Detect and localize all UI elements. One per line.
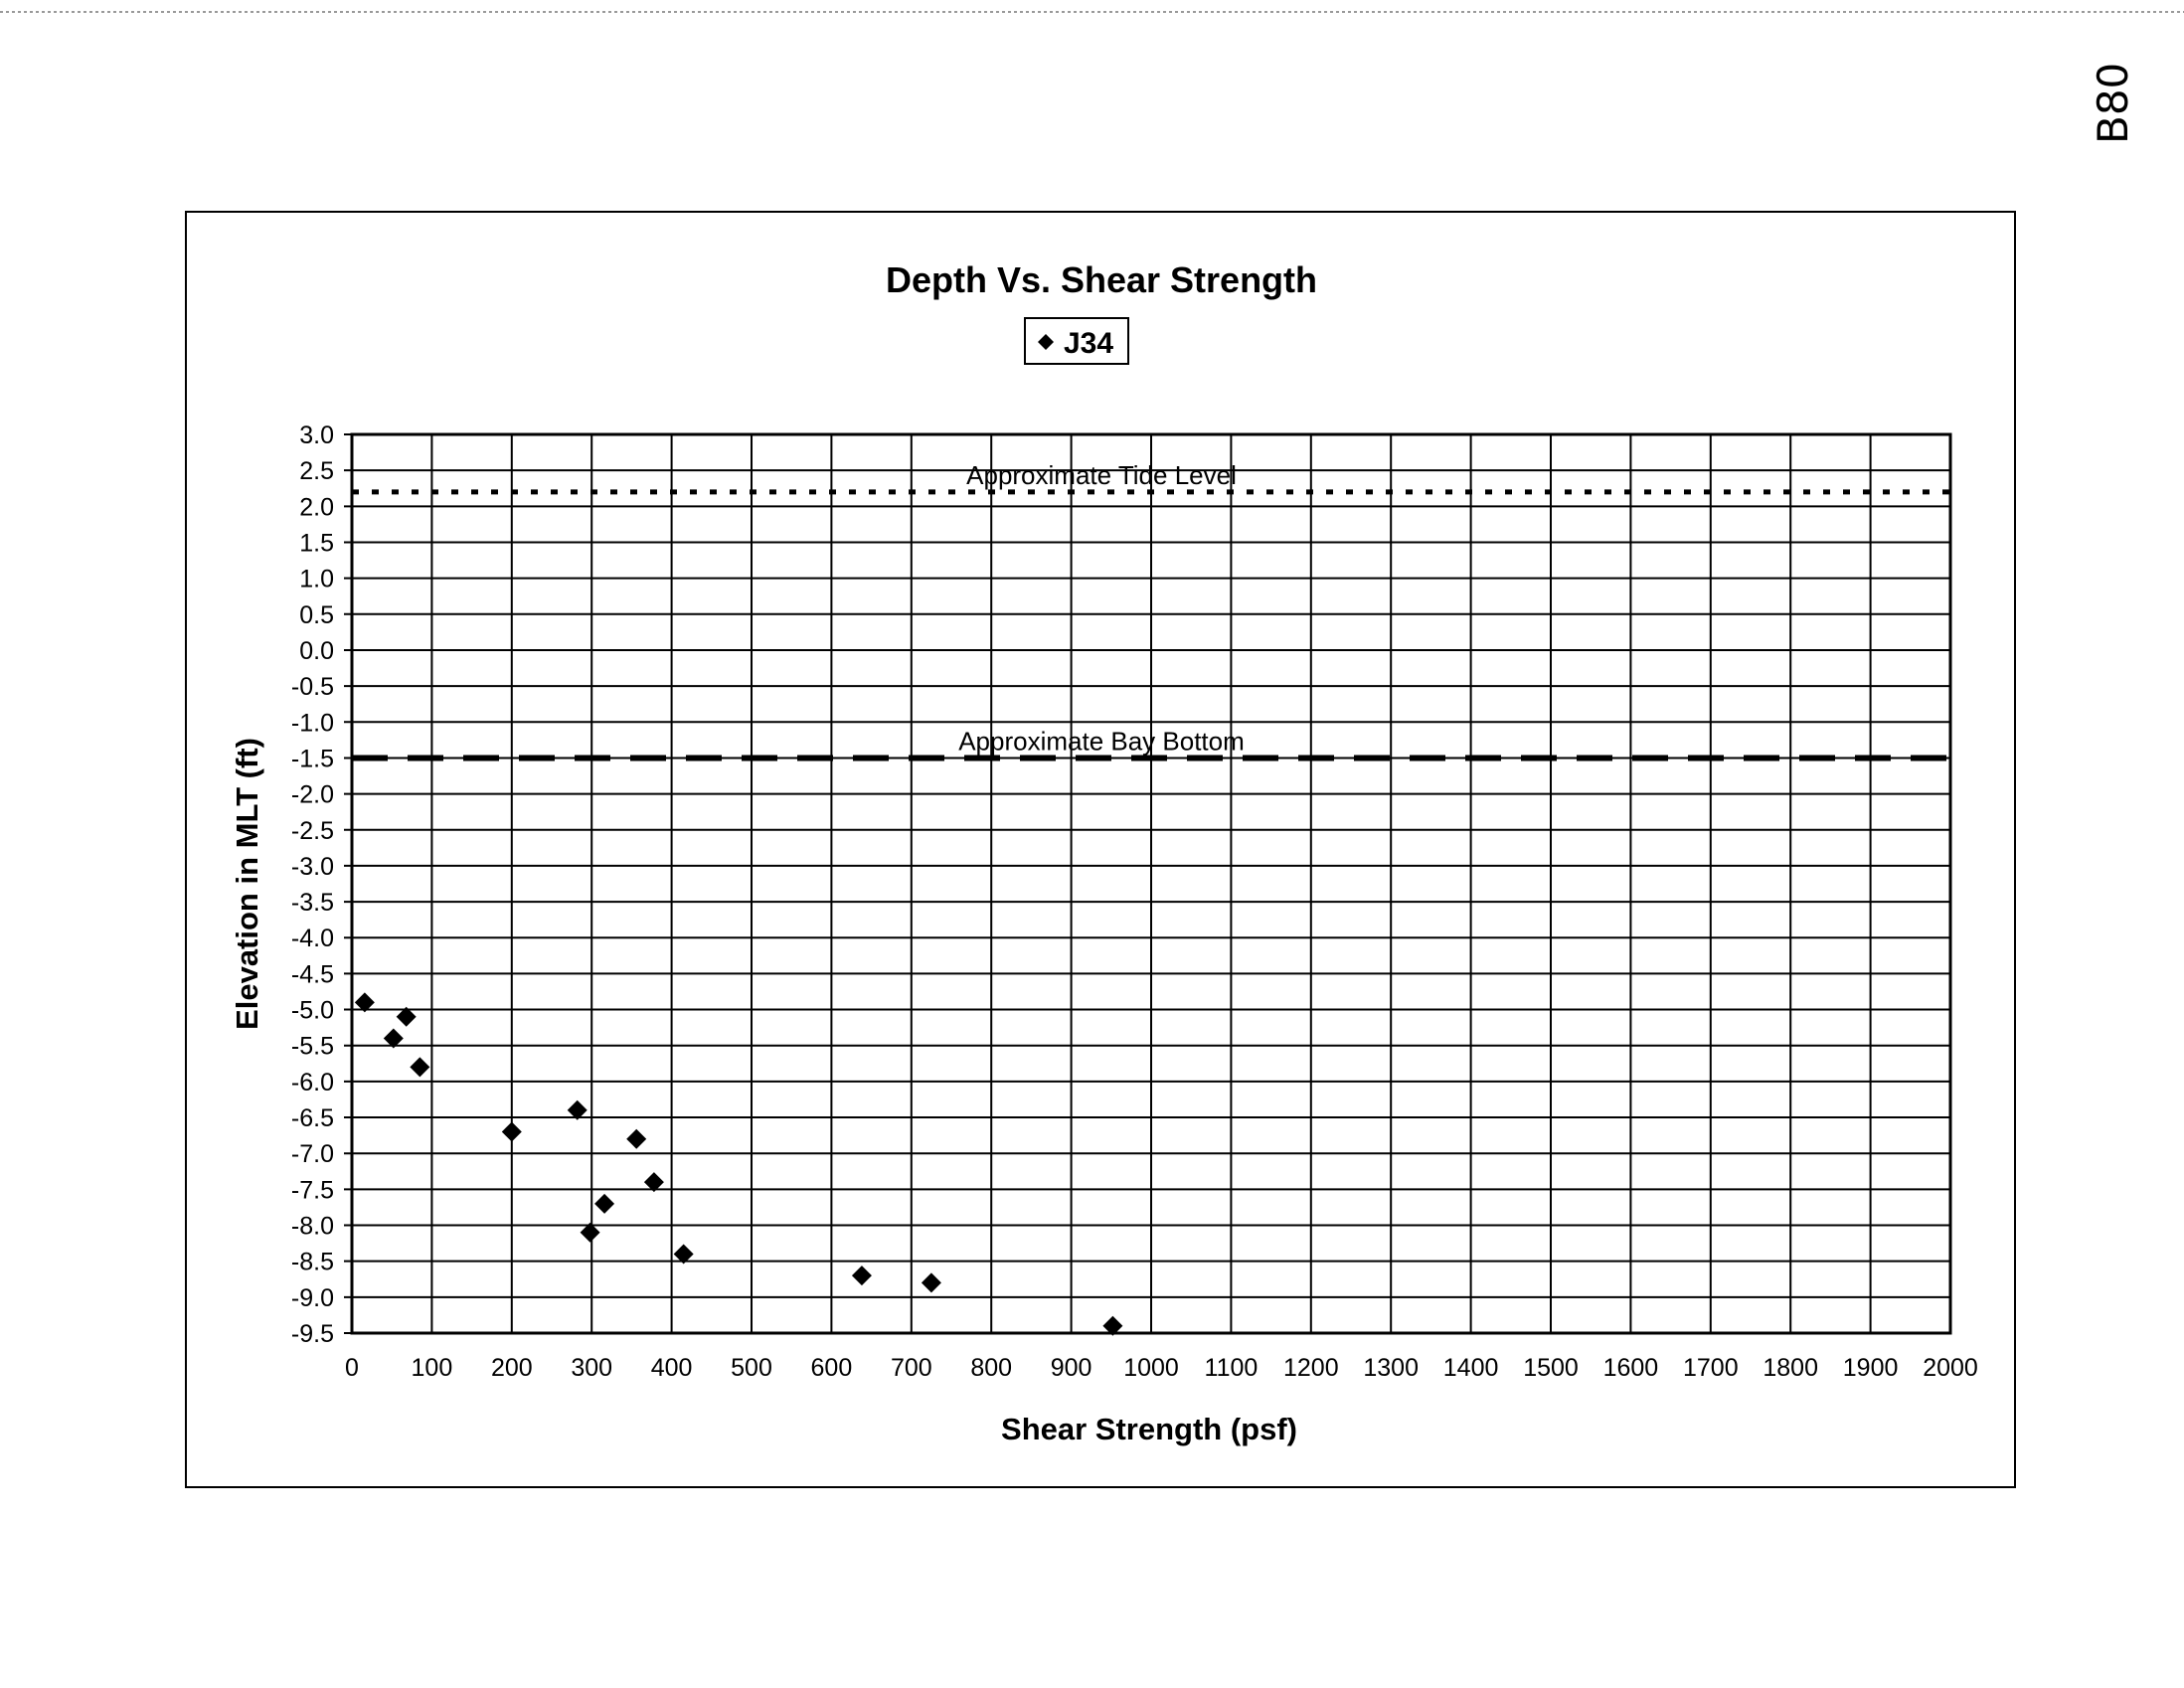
x-axis-label: Shear Strength (psf) [1001,1412,1297,1446]
y-tick-label: -2.0 [291,781,334,809]
y-tick-label: -4.0 [291,925,334,952]
data-point [1102,1315,1123,1336]
y-tick-label: -9.0 [291,1284,334,1312]
y-tick-label: 0.5 [299,601,334,629]
y-tick-label: -3.0 [291,853,334,881]
y-tick-label: 3.0 [299,422,334,449]
x-tick-label: 1200 [1283,1354,1339,1382]
y-tick-labels: 3.0 2.5 2.0 1.5 1.0 0.5 0.0 -0.5 -1.0 -1.5 -2.0 -2.… [291,422,334,1348]
y-tick-label: 1.0 [299,566,334,593]
y-tick-label: -7.5 [291,1176,334,1204]
x-tick-label: 1900 [1843,1354,1899,1382]
x-tick-label: 1600 [1603,1354,1659,1382]
data-point [383,1028,404,1049]
x-tick-label: 100 [412,1354,453,1382]
data-point [851,1266,872,1286]
legend: J34 [1024,317,1129,365]
x-tick-label: 300 [571,1354,612,1382]
y-tick-label: -9.5 [291,1320,334,1348]
x-tick-label: 0 [345,1354,359,1382]
y-tick-label: -4.5 [291,960,334,988]
data-point [594,1193,615,1214]
x-tick-label: 400 [651,1354,693,1382]
x-tick-label: 1700 [1683,1354,1739,1382]
grid [344,432,1952,1335]
y-tick-label: -3.5 [291,889,334,917]
x-tick-label: 1500 [1523,1354,1579,1382]
y-tick-label: -5.5 [291,1033,334,1061]
y-tick-label: -8.5 [291,1249,334,1276]
x-tick-label: 800 [970,1354,1012,1382]
legend-marker-diamond-icon [1038,334,1054,350]
y-tick-label: -7.0 [291,1140,334,1168]
data-point [567,1099,588,1120]
data-points [354,992,1123,1336]
data-point [643,1172,664,1193]
y-tick-label: -2.5 [291,817,334,845]
y-tick-label: 2.0 [299,493,334,521]
chart-title: Depth Vs. Shear Strength [886,259,1317,300]
data-point [921,1272,941,1293]
y-axis-label: Elevation in MLT (ft) [230,738,264,1030]
legend-box [1024,317,1129,365]
x-tick-label: 200 [491,1354,533,1382]
handwritten-note: B80 [2089,63,2137,144]
y-tick-label: 0.0 [299,637,334,665]
x-tick-label: 1300 [1363,1354,1419,1382]
y-tick-label: -6.0 [291,1069,334,1097]
data-point [354,992,375,1013]
data-point [580,1222,600,1243]
x-tick-label: 900 [1051,1354,1092,1382]
x-tick-label: 2000 [1923,1354,1978,1382]
data-point [410,1057,430,1078]
data-point [673,1244,694,1265]
y-tick-label: -8.0 [291,1213,334,1241]
x-tick-label: 500 [731,1354,772,1382]
reference-lines: Approximate Tide Level Approximate Bay Bo… [352,460,1950,761]
y-tick-label: -1.0 [291,709,334,737]
x-tick-label: 600 [811,1354,853,1382]
y-tick-label: -0.5 [291,673,334,701]
x-tick-labels: 0 100 200 300 400 500 600 700 800 900 1000 1100 1200… [345,1354,1978,1382]
y-tick-label: 2.5 [299,457,334,485]
chart-frame [185,211,2016,1488]
reference-line-label: Approximate Tide Level [966,460,1237,490]
reference-line-label: Approximate Bay Bottom [958,726,1245,756]
y-tick-label: -1.5 [291,745,334,772]
data-point [501,1121,522,1142]
data-point [626,1128,647,1149]
y-tick-label: -6.5 [291,1104,334,1132]
plot-area-border [350,432,1952,1335]
y-tick-label: -5.0 [291,997,334,1025]
x-tick-label: 700 [891,1354,932,1382]
legend-label: J34 [1064,327,1113,360]
x-tick-label: 1400 [1443,1354,1499,1382]
x-tick-label: 1100 [1205,1354,1259,1382]
x-tick-label: 1800 [1763,1354,1818,1382]
y-tick-label: 1.5 [299,529,334,557]
data-point [396,1006,417,1027]
x-tick-label: 1000 [1123,1354,1179,1382]
